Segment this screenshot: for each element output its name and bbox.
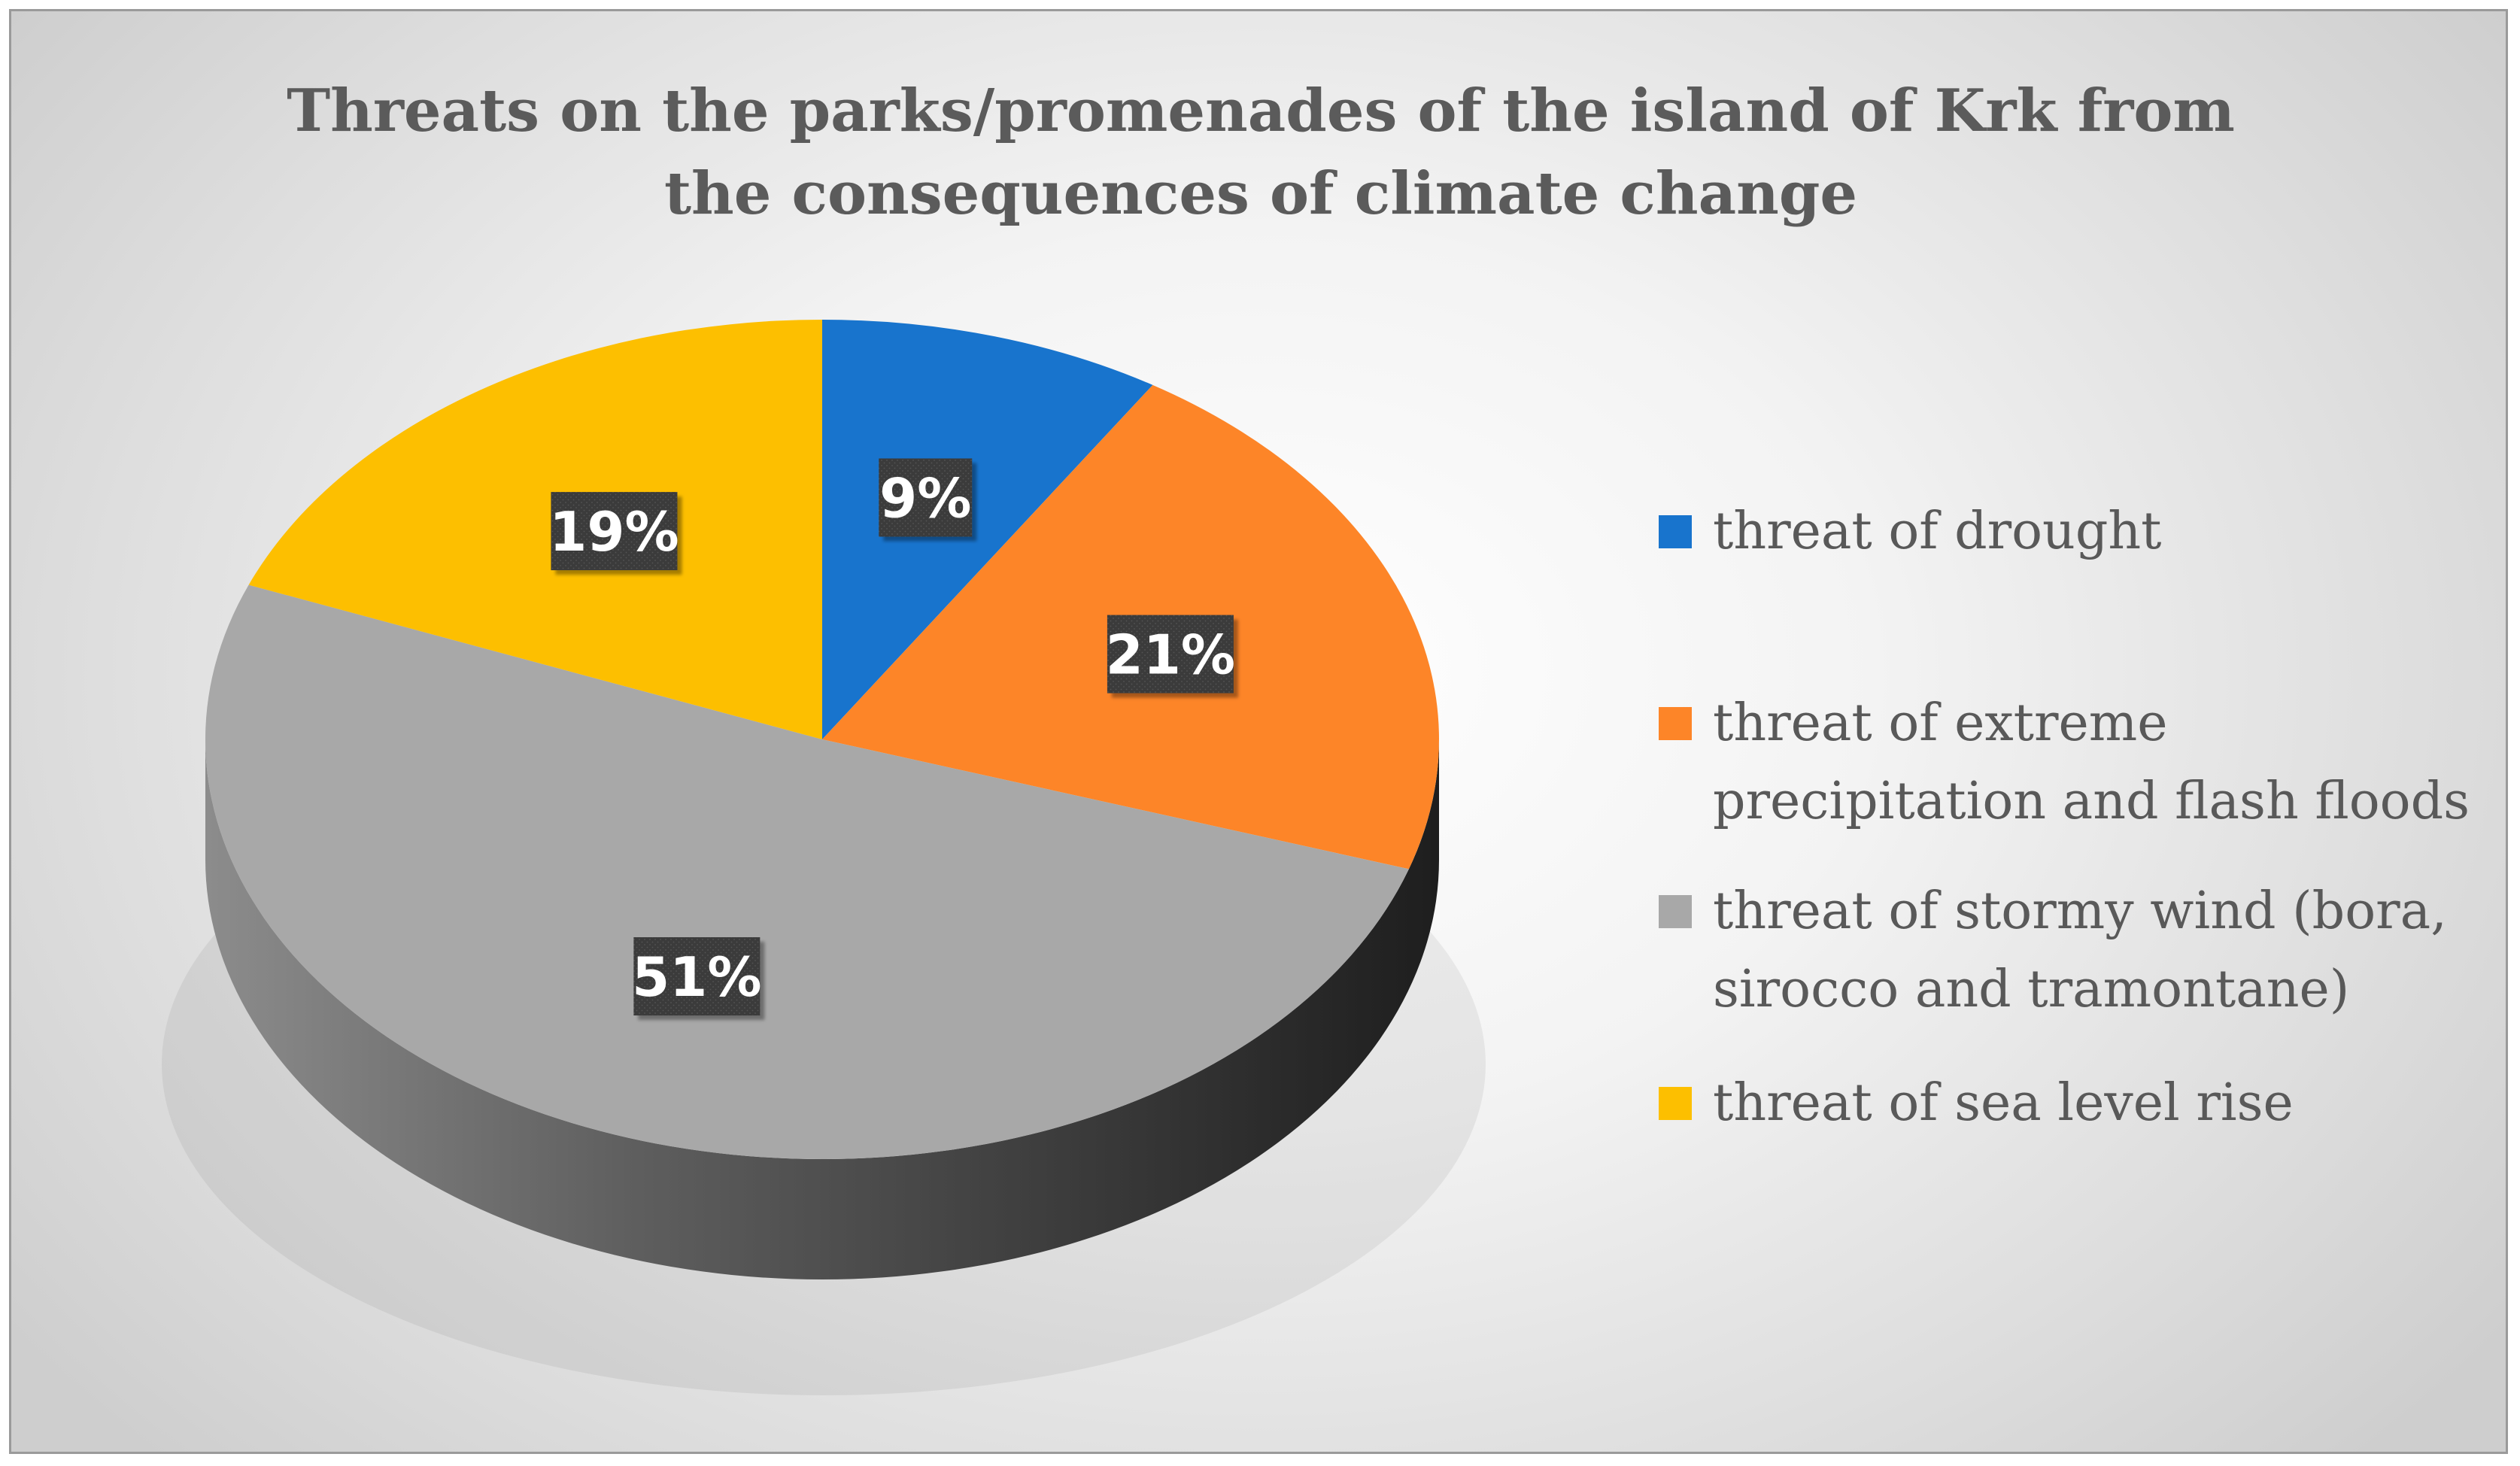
data-label-text: 21% [1106,624,1235,687]
data-label-box [633,937,761,1016]
pie-slices [205,319,1439,1160]
data-label-text: 19% [549,500,679,563]
data-label-box [1107,615,1234,694]
data-label-box [551,492,678,571]
data-label-threat-of-extreme-precipitation-and-flash-floods: 21% [1106,615,1235,694]
legend-label: threat of extreme precipitation and flas… [1713,694,2470,831]
legend-swatch [1659,1087,1692,1120]
pie-slice-threat-of-stormy-wind-bora-sirocco-and-tramontane[interactable] [205,584,1409,1160]
data-label-box [879,458,973,537]
legend-swatch [1659,707,1692,740]
legend-label: threat of drought [1713,502,2162,561]
pie-slice-threat-of-sea-level-rise[interactable] [248,319,823,739]
chart-frame: Threats on the parks/promenades of the i… [9,9,2508,1454]
legend-swatch [1659,515,1692,548]
data-label-threat-of-sea-level-rise: 19% [549,492,679,571]
pie-slice-threat-of-drought[interactable] [822,320,1153,739]
pie-data-labels: 9% 21% 51% 19% [549,458,1235,1016]
data-label-threat-of-drought: 9% [879,458,973,537]
chart-title: Threats on the parks/promenades of the i… [287,77,2235,228]
pie-side-surface [205,739,1439,1279]
data-label-text: 9% [879,466,971,530]
legend-label: threat of sea level rise [1713,1073,2294,1133]
data-label-text: 51% [632,945,761,1009]
legend-swatch [1659,895,1692,928]
data-label-threat-of-stormy-wind-bora-sirocco-and-tramontane: 51% [632,937,762,1016]
legend-label: threat of stormy wind (bora, sirocco and… [1713,882,2447,1019]
pie-chart: 9% 21% 51% 19% [162,319,1486,1395]
pie-side-wall [205,739,1439,1279]
